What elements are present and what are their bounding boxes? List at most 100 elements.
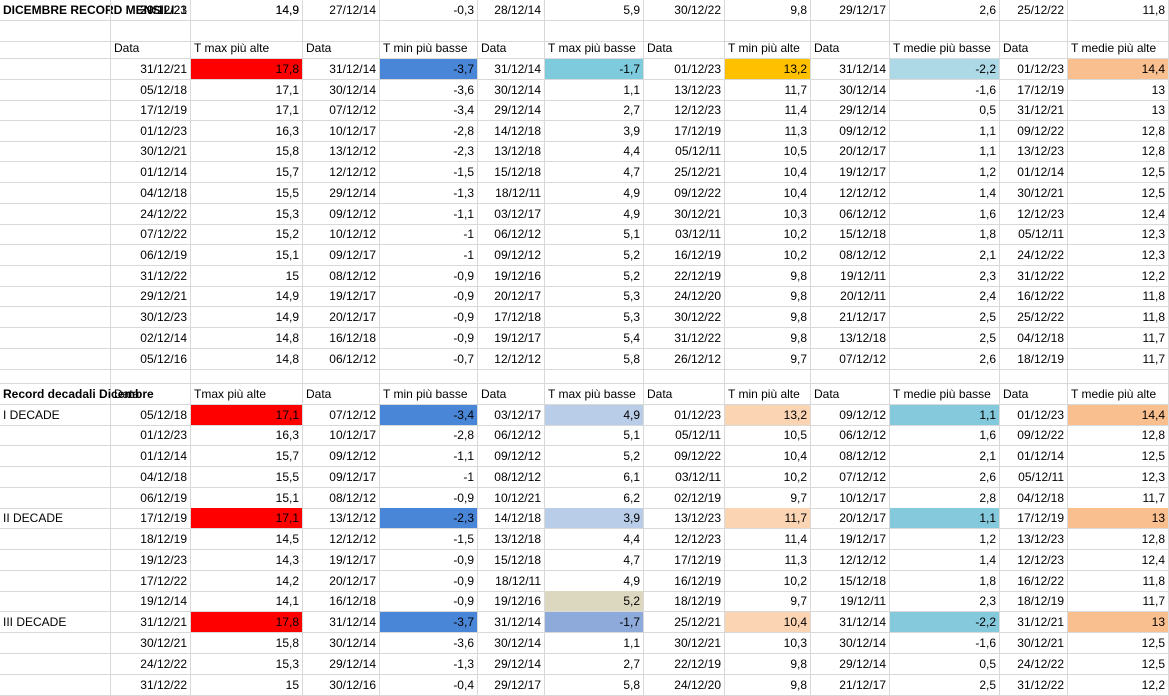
- date-cell[interactable]: 01/12/23: [1000, 405, 1068, 426]
- decade-label[interactable]: II DECADE: [0, 508, 111, 529]
- sheet-cell[interactable]: [545, 363, 644, 384]
- value-cell[interactable]: 10,3: [725, 204, 811, 225]
- value-cell[interactable]: 10,2: [725, 245, 811, 266]
- value-cell[interactable]: -1,6: [890, 633, 1000, 654]
- date-cell[interactable]: 15/12/18: [478, 550, 545, 571]
- date-cell[interactable]: 01/12/23: [111, 121, 191, 142]
- sheet-cell[interactable]: [0, 0, 111, 21]
- value-cell[interactable]: 15,5: [191, 467, 303, 488]
- value-cell[interactable]: 14,9: [191, 0, 303, 21]
- date-cell[interactable]: 14/12/18: [478, 121, 545, 142]
- column-header[interactable]: Data: [811, 38, 890, 59]
- value-cell[interactable]: 2,3: [890, 591, 1000, 612]
- date-cell[interactable]: 20/12/17: [478, 286, 545, 307]
- value-cell[interactable]: 11,8: [1068, 571, 1169, 592]
- value-cell[interactable]: 14,1: [191, 591, 303, 612]
- value-cell[interactable]: -1: [380, 224, 478, 245]
- date-cell[interactable]: 31/12/14: [811, 59, 890, 80]
- column-header[interactable]: T max più alte: [191, 38, 303, 59]
- date-cell[interactable]: 09/12/22: [1000, 425, 1068, 446]
- value-cell[interactable]: 14,8: [191, 328, 303, 349]
- date-cell[interactable]: 19/12/17: [811, 529, 890, 550]
- value-cell[interactable]: 12,3: [1068, 245, 1169, 266]
- value-cell[interactable]: -0,9: [380, 286, 478, 307]
- date-cell[interactable]: 01/12/14: [111, 162, 191, 183]
- date-cell[interactable]: 29/12/14: [811, 654, 890, 675]
- date-cell[interactable]: 02/12/19: [644, 488, 725, 509]
- sheet-cell[interactable]: [380, 21, 478, 42]
- sheet-cell[interactable]: [0, 266, 111, 287]
- date-cell[interactable]: [1000, 0, 1068, 21]
- value-cell[interactable]: 5,2: [545, 266, 644, 287]
- date-cell[interactable]: 13/12/18: [478, 141, 545, 162]
- date-cell[interactable]: 09/12/22: [644, 183, 725, 204]
- value-cell[interactable]: 11,3: [725, 550, 811, 571]
- value-cell[interactable]: -0,9: [380, 488, 478, 509]
- value-cell[interactable]: 9,7: [725, 349, 811, 370]
- sheet-cell[interactable]: [0, 550, 111, 571]
- value-cell[interactable]: -1: [380, 467, 478, 488]
- sheet-cell[interactable]: [0, 286, 111, 307]
- value-cell[interactable]: 15,7: [191, 446, 303, 467]
- date-cell[interactable]: 30/12/14: [478, 80, 545, 101]
- date-cell[interactable]: 04/12/18: [1000, 488, 1068, 509]
- value-cell[interactable]: 1,2: [890, 162, 1000, 183]
- date-cell[interactable]: 12/12/12: [811, 550, 890, 571]
- date-cell[interactable]: 03/12/17: [478, 204, 545, 225]
- date-cell[interactable]: 19/12/17: [811, 162, 890, 183]
- sheet-cell[interactable]: [0, 162, 111, 183]
- sheet-cell[interactable]: [0, 363, 111, 384]
- date-cell[interactable]: 01/12/23: [644, 59, 725, 80]
- date-cell[interactable]: 19/12/17: [303, 550, 380, 571]
- value-cell[interactable]: -0,9: [380, 591, 478, 612]
- sheet-cell[interactable]: [1068, 363, 1169, 384]
- value-cell[interactable]: 12,5: [1068, 654, 1169, 675]
- column-header[interactable]: Data: [1000, 38, 1068, 59]
- date-cell[interactable]: 25/12/21: [644, 612, 725, 633]
- date-cell[interactable]: 06/12/19: [111, 245, 191, 266]
- value-cell[interactable]: 13: [1068, 508, 1169, 529]
- value-cell[interactable]: 4,4: [545, 529, 644, 550]
- date-cell[interactable]: 03/12/17: [478, 405, 545, 426]
- value-cell[interactable]: 5,3: [545, 286, 644, 307]
- date-cell[interactable]: 05/12/16: [111, 349, 191, 370]
- column-header[interactable]: T min più basse: [380, 38, 478, 59]
- value-cell[interactable]: 1,8: [890, 571, 1000, 592]
- date-cell[interactable]: 17/12/18: [478, 307, 545, 328]
- date-cell[interactable]: 09/12/17: [303, 245, 380, 266]
- sheet-cell[interactable]: [0, 425, 111, 446]
- value-cell[interactable]: -2,2: [890, 59, 1000, 80]
- date-cell[interactable]: 07/12/22: [111, 224, 191, 245]
- value-cell[interactable]: 2,6: [890, 349, 1000, 370]
- date-cell[interactable]: 06/12/12: [478, 224, 545, 245]
- decade-label[interactable]: III DECADE: [0, 612, 111, 633]
- sheet-cell[interactable]: [191, 21, 303, 42]
- date-cell[interactable]: 06/12/12: [478, 425, 545, 446]
- value-cell[interactable]: 12,5: [1068, 633, 1169, 654]
- date-cell[interactable]: 17/12/19: [1000, 508, 1068, 529]
- value-cell[interactable]: -0,9: [380, 550, 478, 571]
- value-cell[interactable]: 1,2: [890, 529, 1000, 550]
- date-cell[interactable]: 06/12/12: [811, 425, 890, 446]
- date-cell[interactable]: 01/12/23: [644, 405, 725, 426]
- value-cell[interactable]: 9,7: [725, 591, 811, 612]
- date-cell[interactable]: 29/12/21: [111, 286, 191, 307]
- value-cell[interactable]: 4,4: [545, 141, 644, 162]
- date-cell[interactable]: 22/12/19: [644, 266, 725, 287]
- value-cell[interactable]: -3,6: [380, 80, 478, 101]
- value-cell[interactable]: 13: [1068, 100, 1169, 121]
- sheet-cell[interactable]: [191, 363, 303, 384]
- value-cell[interactable]: [380, 0, 478, 21]
- value-cell[interactable]: 4,7: [545, 162, 644, 183]
- value-cell[interactable]: 12,3: [1068, 467, 1169, 488]
- sheet-cell[interactable]: [545, 21, 644, 42]
- value-cell[interactable]: 17,8: [191, 612, 303, 633]
- value-cell[interactable]: 13: [1068, 612, 1169, 633]
- date-cell[interactable]: 31/12/21: [1000, 612, 1068, 633]
- value-cell[interactable]: 12,8: [1068, 121, 1169, 142]
- date-cell[interactable]: 12/12/23: [1000, 550, 1068, 571]
- date-cell[interactable]: 13/12/18: [811, 328, 890, 349]
- column-header[interactable]: T min più alte: [725, 38, 811, 59]
- date-cell[interactable]: 24/12/22: [1000, 245, 1068, 266]
- value-cell[interactable]: -2,8: [380, 425, 478, 446]
